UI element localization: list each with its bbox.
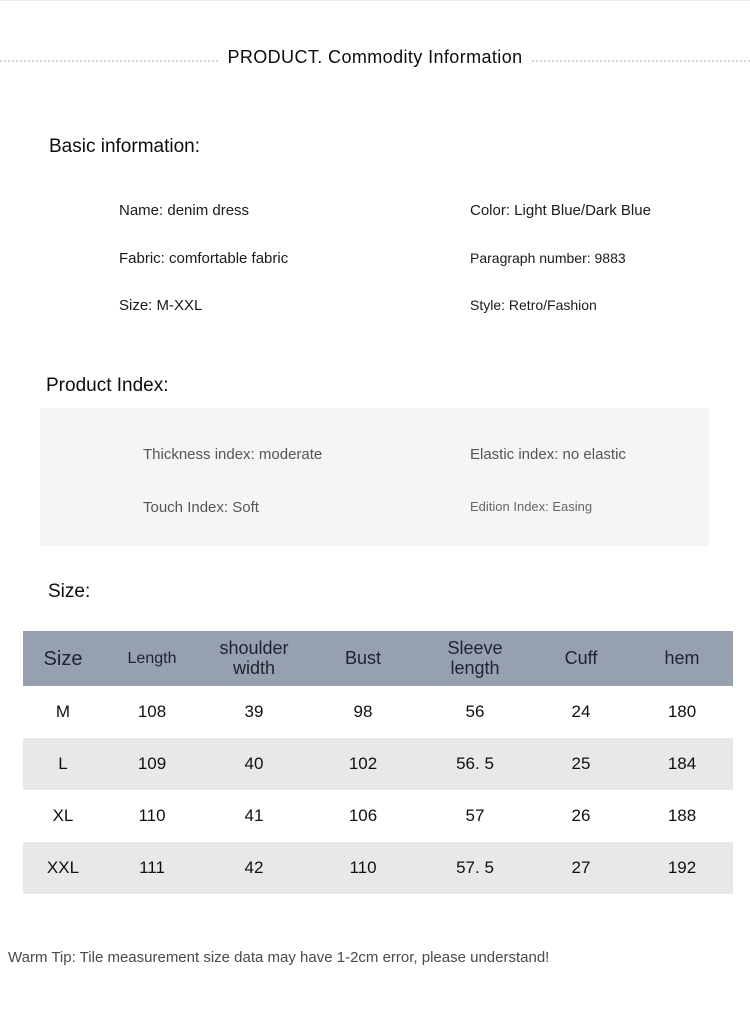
cell-cuff: 26 — [571, 806, 591, 825]
product-style: Style: Retro/Fashion — [470, 297, 597, 313]
product-paragraph-number: Paragraph number: 9883 — [470, 250, 626, 266]
column-header-length: Length — [103, 631, 201, 686]
cell-hem: 188 — [667, 806, 697, 825]
cell-bust: 102 — [348, 754, 378, 773]
product-fabric: Fabric: comfortable fabric — [119, 250, 289, 267]
elastic-index: Elastic index: no elastic — [470, 446, 626, 463]
cell-hem: 184 — [667, 754, 697, 773]
touch-index: Touch Index: Soft — [143, 499, 259, 516]
cell-sleeve-length: 57 — [465, 806, 485, 825]
cell-size: XXL — [46, 858, 80, 877]
column-header-bust: Bust — [307, 631, 419, 686]
warm-tip-note: Warm Tip: Tile measurement size data may… — [8, 949, 550, 966]
page-title: PRODUCT. Commodity Information — [219, 47, 531, 68]
cell-size: L — [58, 754, 68, 773]
cell-sleeve-length: 56. 5 — [456, 754, 494, 773]
column-header-size: Size — [23, 631, 103, 686]
cell-cuff: 25 — [571, 754, 591, 773]
table-row-m: M 108 39 98 56 24 180 — [23, 686, 733, 738]
thickness-index: Thickness index: moderate — [143, 446, 323, 463]
cell-length: 108 — [137, 702, 167, 721]
cell-length: 109 — [137, 754, 167, 773]
product-name: Name: denim dress — [119, 202, 250, 219]
table-row-l: L 109 40 102 56. 5 25 184 — [23, 738, 733, 790]
product-size-range: Size: M-XXL — [119, 297, 203, 314]
cell-cuff: 24 — [571, 702, 591, 721]
cell-length: 110 — [138, 806, 166, 825]
cell-size: XL — [52, 806, 74, 825]
cell-hem: 180 — [667, 702, 697, 721]
table-row-xxl: XXL 111 42 110 57. 5 27 192 — [23, 842, 733, 894]
cell-sleeve-length: 57. 5 — [456, 858, 494, 877]
cell-shoulder-width: 42 — [244, 858, 264, 877]
cell-shoulder-width: 41 — [244, 806, 264, 825]
table-row-xl: XL 110 41 106 57 26 188 — [23, 790, 733, 842]
size-table-header-row: Size Length shoulder width Bust Sleeve l… — [23, 631, 733, 686]
product-index-panel: Thickness index: moderate Elastic index:… — [40, 408, 709, 546]
product-color: Color: Light Blue/Dark Blue — [470, 202, 651, 219]
cell-cuff: 27 — [571, 858, 591, 877]
product-index-heading: Product Index: — [46, 375, 169, 396]
cell-size: M — [55, 702, 71, 721]
cell-shoulder-width: 40 — [244, 754, 264, 773]
cell-shoulder-width: 39 — [244, 702, 264, 721]
page-header: PRODUCT. Commodity Information — [0, 47, 750, 68]
column-header-cuff: Cuff — [531, 631, 631, 686]
cell-bust: 98 — [353, 702, 373, 721]
edition-index: Edition Index: Easing — [470, 499, 593, 514]
column-header-hem: hem — [631, 631, 733, 686]
basic-info-heading: Basic information: — [49, 136, 201, 157]
column-header-sleeve-length: Sleeve length — [419, 631, 531, 686]
cell-length: 111 — [139, 858, 165, 877]
cell-sleeve-length: 56 — [465, 702, 485, 721]
size-chart-table: Size Length shoulder width Bust Sleeve l… — [23, 631, 733, 894]
size-section-heading: Size: — [48, 581, 91, 602]
column-header-shoulder-width: shoulder width — [201, 631, 307, 686]
cell-hem: 192 — [667, 858, 697, 877]
top-divider — [0, 0, 750, 1]
cell-bust: 110 — [349, 858, 377, 877]
cell-bust: 106 — [348, 806, 378, 825]
